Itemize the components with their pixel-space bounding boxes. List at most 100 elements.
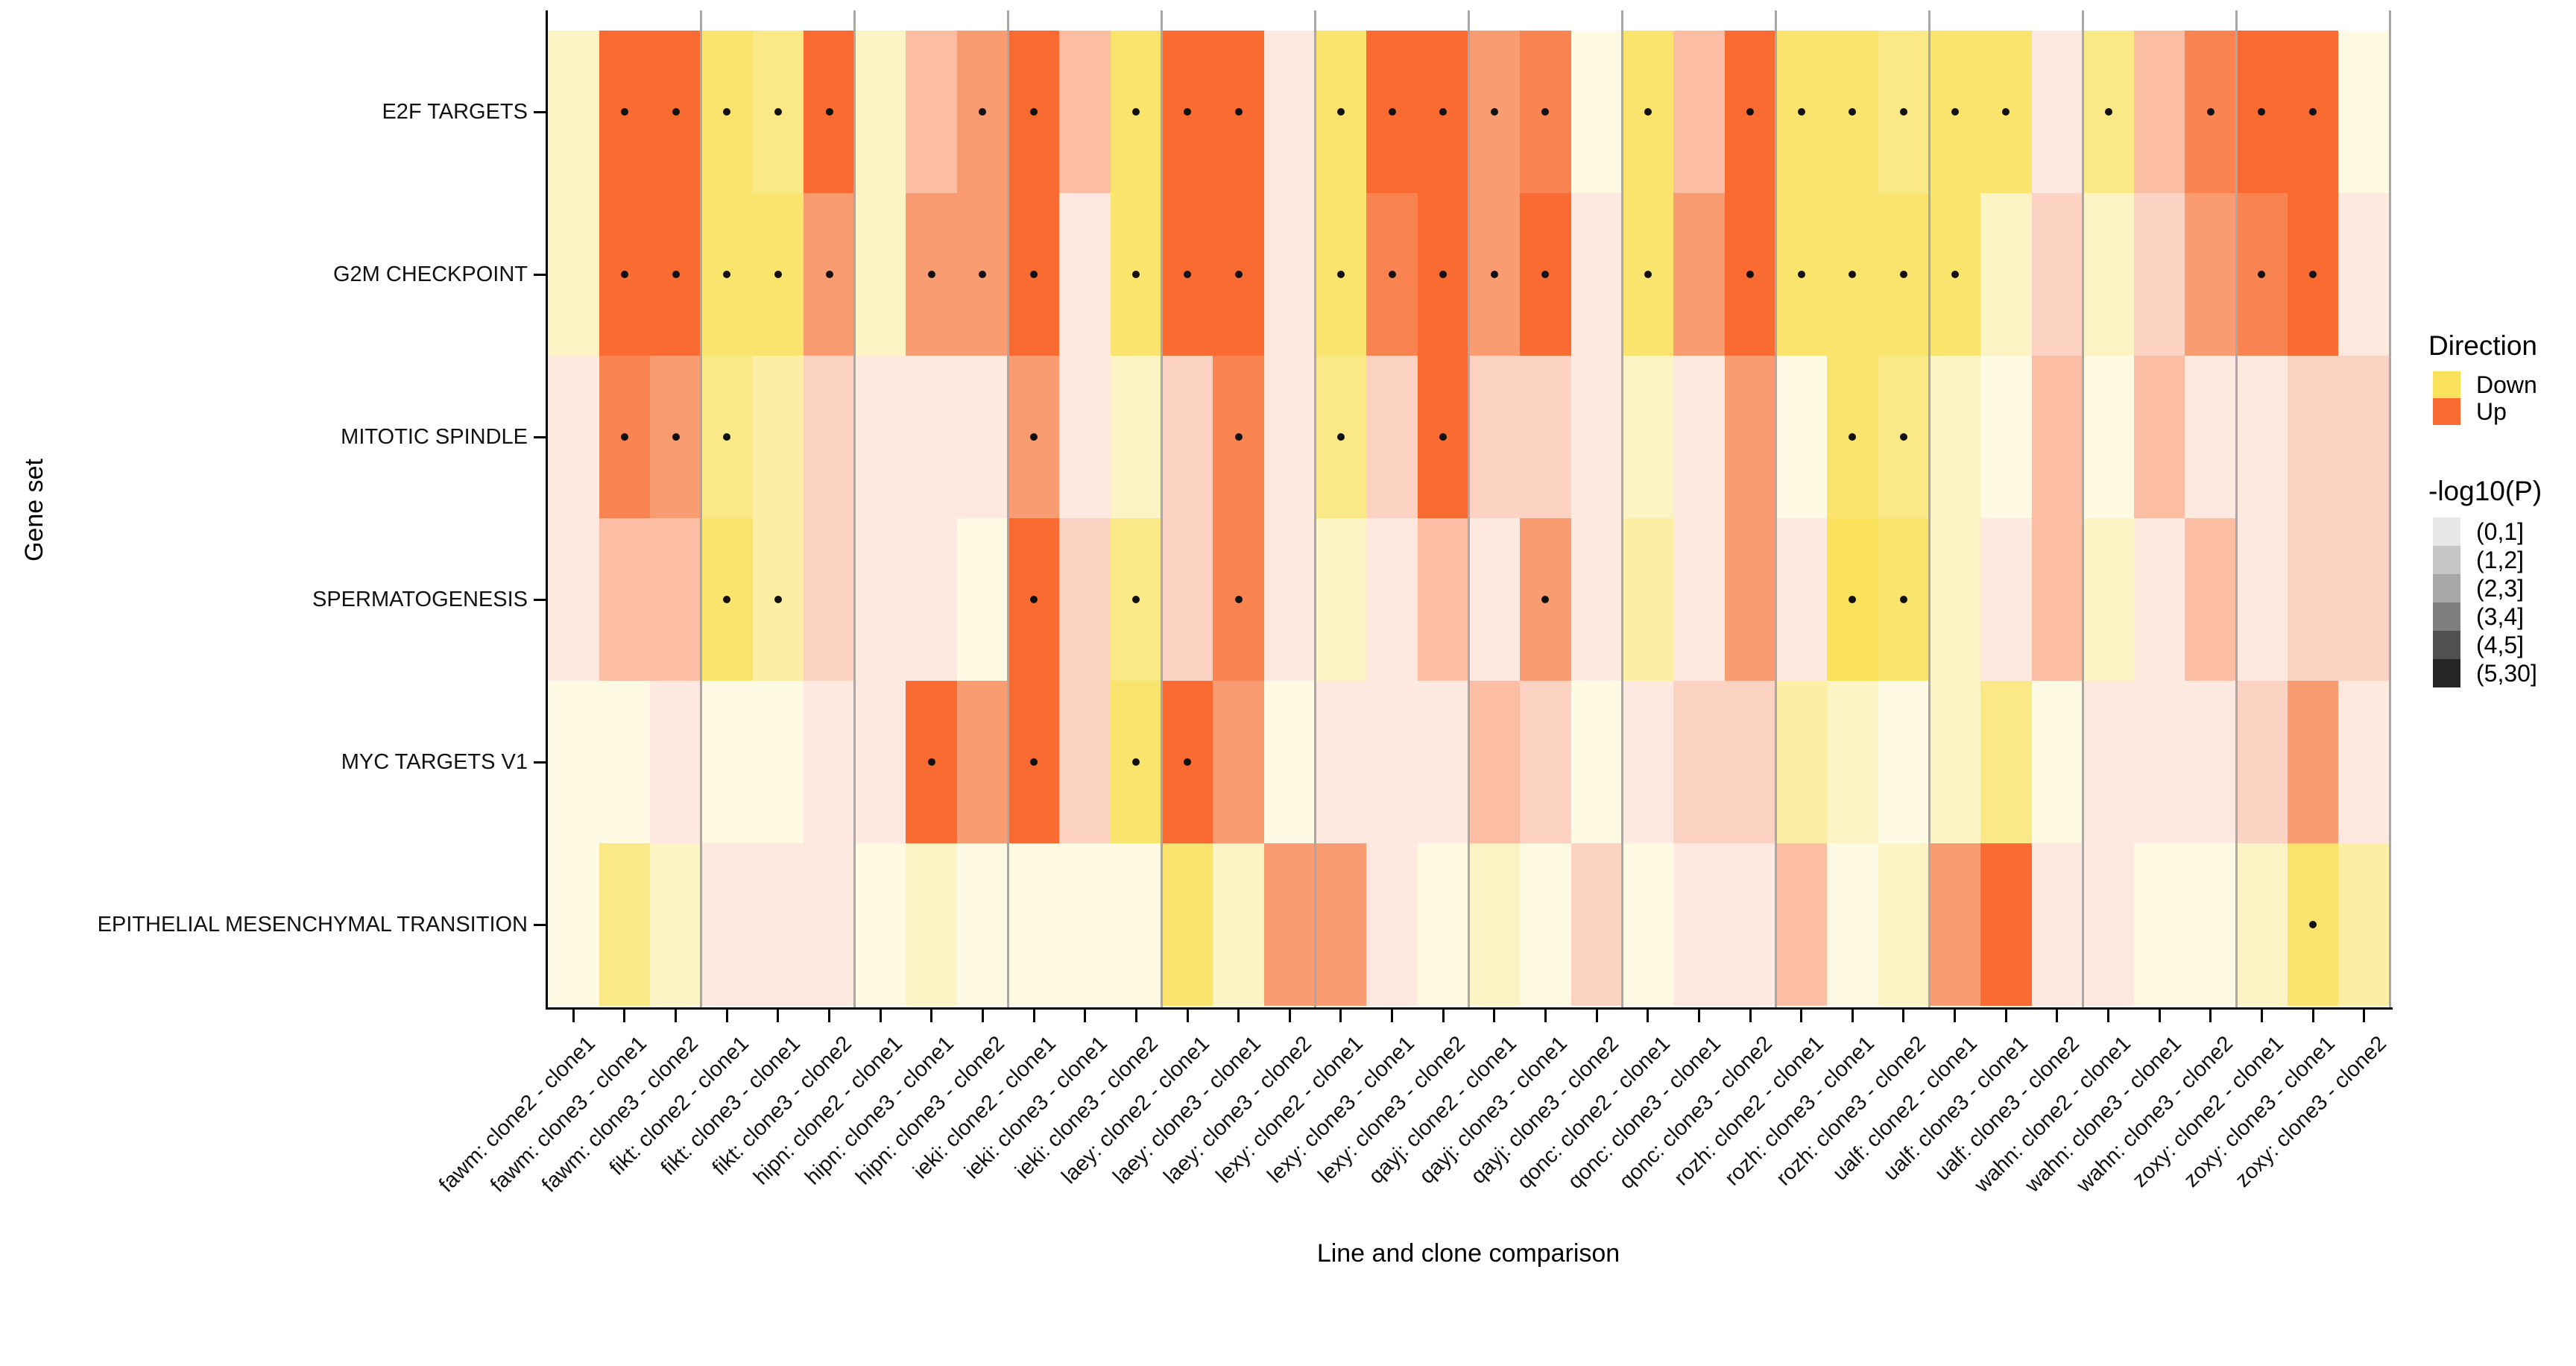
pvalue-swatch [2433,517,2460,546]
heatmap-cell [599,843,650,1006]
heatmap-cell [2083,518,2134,681]
y-axis-title: Gene set [20,459,48,561]
x-tick [2363,1010,2366,1022]
heatmap-cell [906,518,957,681]
x-tick [1339,1010,1342,1022]
significance-dot [2309,108,2317,116]
significance-dot [1644,271,1652,278]
significance-dot [1184,758,1191,766]
heatmap-cell [2338,843,2390,1006]
heatmap-cell [1316,518,1366,681]
heatmap-cell [906,843,957,1006]
heatmap-cell [599,518,650,681]
significance-dot [825,108,833,116]
pvalue-swatch [2433,659,2460,687]
heatmap-cell [1775,681,1827,843]
heatmap-cell [855,518,906,681]
heatmap-cell [855,356,906,518]
x-tick [675,1010,678,1022]
x-axis-title: Line and clone comparison [1316,1239,1620,1268]
significance-dot [620,271,628,278]
x-tick [2107,1010,2110,1022]
significance-dot [1234,108,1243,116]
x-tick [828,1010,831,1022]
significance-dot [1849,271,1857,278]
significance-dot [1030,271,1038,278]
pvalue-label: (5,30] [2476,660,2537,687]
heatmap-cell [1878,843,1929,1006]
y-axis-line [546,10,548,1010]
heatmap-cell [1008,843,1059,1006]
significance-dot [774,271,782,278]
pvalue-swatch [2433,631,2460,659]
significance-dot [1234,271,1243,278]
heatmap-cell [1673,518,1725,681]
heatmap-cell [2185,518,2236,681]
significance-dot [1184,271,1191,278]
heatmap-cell [1775,518,1827,681]
heatmap-cell [1264,31,1316,193]
significance-dot [2258,271,2266,278]
heatmap-cell [1622,518,1673,681]
significance-dot [2002,108,2010,116]
x-tick [1697,1010,1700,1022]
heatmap-cell [548,31,599,193]
heatmap-cell [1162,843,1213,1006]
significance-dot [774,108,782,116]
pvalue-label: (4,5] [2476,632,2525,658]
significance-dot [723,108,731,116]
pvalue-swatch [2433,574,2460,602]
heatmap-cell [906,31,957,193]
heatmap-cell [1520,843,1571,1006]
heatmap-cell [1725,518,1775,681]
significance-dot [1439,108,1448,116]
pvalue-label: (1,2] [2476,547,2525,573]
heatmap-cell [1162,518,1213,681]
heatmap-cell [1673,31,1725,193]
x-axis-line [546,1007,2393,1010]
heatmap-cell [1366,843,1418,1006]
x-tick [1851,1010,1854,1022]
heatmap-cell [1059,843,1111,1006]
y-tick [534,761,546,764]
heatmap-cell [2338,31,2390,193]
group-separator-line [2081,10,2084,1010]
heatmap-cell [2338,681,2390,843]
heatmap-cell [2134,518,2185,681]
heatmap-cell [1520,356,1571,518]
significance-dot [723,596,731,603]
heatmap-cell [1469,356,1520,518]
heatmap-cell [1469,518,1520,681]
pvalue-label: (2,3] [2476,575,2525,602]
significance-dot [1336,108,1345,116]
x-tick [1032,1010,1035,1022]
heatmap-cell [2185,356,2236,518]
significance-dot [672,271,680,278]
significance-dot [927,271,935,278]
significance-dot [1030,108,1038,116]
heatmap-cell [753,843,804,1006]
significance-dot [1644,108,1652,116]
significance-dot [1746,108,1755,116]
heatmap-cell [1929,356,1980,518]
significance-dot [1849,108,1857,116]
heatmap-cell [548,843,599,1006]
heatmap-cell [2236,681,2288,843]
heatmap-cell [1059,356,1111,518]
heatmap-cell [1264,356,1316,518]
group-separator-line [1007,10,1010,1010]
significance-dot [825,271,833,278]
heatmap-cell [2236,843,2288,1006]
heatmap-cell [1622,843,1673,1006]
heatmap-cell [1980,518,2032,681]
pvalue-swatch [2433,602,2460,631]
y-tick-label: MITOTIC SPINDLE [341,425,528,449]
heatmap-cell [650,518,701,681]
heatmap-cell [1316,843,1366,1006]
heatmap-cell [1725,843,1775,1006]
significance-dot [2309,271,2317,278]
heatmap-cell [2032,193,2083,356]
y-tick-label: G2M CHECKPOINT [332,262,528,286]
heatmap-cell [2134,31,2185,193]
x-tick [879,1010,882,1022]
